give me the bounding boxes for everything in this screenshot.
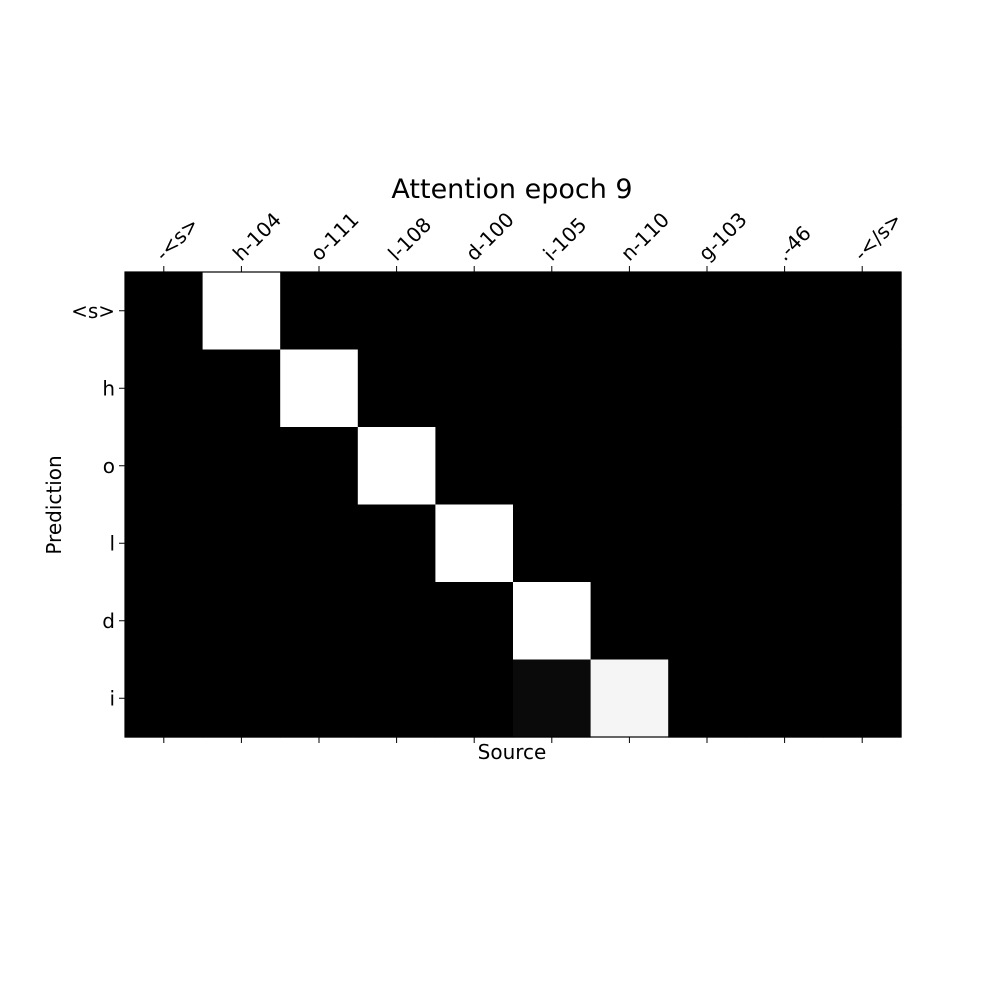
y-tick-label: o: [103, 454, 115, 478]
heatmap-cell-r0-c7: [668, 272, 747, 351]
x-tick-label: -</s>: [849, 208, 907, 266]
heatmap-cell-r0-c8: [745, 272, 824, 351]
heatmap-cell-r4-c6: [590, 582, 669, 661]
heatmap-cell-r1-c0: [125, 349, 204, 428]
heatmap-cell-r0-c0: [125, 272, 204, 351]
heatmap-cell-r5-c6: [590, 659, 669, 738]
heatmap-cell-r4-c7: [668, 582, 747, 661]
x-tick-label: o-111: [306, 208, 364, 266]
heatmap-cell-r2-c0: [125, 427, 204, 506]
heatmap-cell-r5-c3: [357, 659, 436, 738]
heatmap-cell-r4-c5: [513, 582, 592, 661]
heatmap-cell-r5-c2: [280, 659, 359, 738]
y-tick-label: h: [102, 376, 115, 400]
heatmap-cell-r3-c2: [280, 504, 359, 583]
x-tick-label: l-108: [383, 213, 436, 266]
heatmap-cell-r4-c2: [280, 582, 359, 661]
y-tick-label: <s>: [71, 299, 115, 323]
heatmap-cell-r0-c3: [357, 272, 436, 351]
heatmap-cell-r0-c1: [202, 272, 281, 351]
heatmap-cell-r3-c8: [745, 504, 824, 583]
heatmap-cell-r1-c3: [357, 349, 436, 428]
heatmap-cell-r2-c2: [280, 427, 359, 506]
heatmap-cell-r2-c3: [357, 427, 436, 506]
heatmap-cell-r1-c9: [823, 349, 902, 428]
heatmap-cell-r5-c1: [202, 659, 281, 738]
heatmap-cell-r5-c5: [513, 659, 592, 738]
heatmap-cell-r3-c3: [357, 504, 436, 583]
heatmap-cell-r2-c5: [513, 427, 592, 506]
heatmap-cell-r1-c8: [745, 349, 824, 428]
heatmap-cell-r4-c4: [435, 582, 514, 661]
y-tick-group: <s> h o l d i: [71, 299, 125, 710]
heatmap-cell-r0-c9: [823, 272, 902, 351]
heatmap-cell-r4-c1: [202, 582, 281, 661]
heatmap-cell-r5-c0: [125, 659, 204, 738]
x-tick-label: .-46: [771, 221, 816, 266]
heatmap-cell-r4-c3: [357, 582, 436, 661]
heatmap-cell-r2-c8: [745, 427, 824, 506]
y-tick-label: l: [109, 531, 115, 555]
heatmap-cell-r3-c5: [513, 504, 592, 583]
heatmap-cell-r4-c0: [125, 582, 204, 661]
heatmap-cell-r2-c1: [202, 427, 281, 506]
x-tick-label: d-100: [461, 207, 519, 265]
heatmap-cell-r4-c8: [745, 582, 824, 661]
heatmap-cell-r5-c8: [745, 659, 824, 738]
heatmap-cell-r1-c4: [435, 349, 514, 428]
heatmap-cell-r1-c1: [202, 349, 281, 428]
heatmap-cell-r0-c6: [590, 272, 669, 351]
y-axis-label: Prediction: [42, 455, 66, 554]
x-axis-label: Source: [478, 740, 547, 764]
heatmap-cell-r0-c5: [513, 272, 592, 351]
heatmap-cell-r1-c6: [590, 349, 669, 428]
plot-frame: [124, 271, 902, 738]
x-tick-label: g-103: [694, 207, 752, 265]
heatmap-cell-r3-c4: [435, 504, 514, 583]
heatmap-cell-r0-c4: [435, 272, 514, 351]
x-tick-label: n-110: [616, 207, 674, 265]
heatmap-cell-r2-c6: [590, 427, 669, 506]
heatmap-cell-r3-c7: [668, 504, 747, 583]
heatmap-cell-r2-c4: [435, 427, 514, 506]
heatmap-cell-r3-c0: [125, 504, 204, 583]
y-tick-label: i: [109, 686, 115, 710]
heatmap-cell-r1-c5: [513, 349, 592, 428]
heatmap-cell-r5-c9: [823, 659, 902, 738]
heatmap-cell-r1-c2: [280, 349, 359, 428]
x-tick-label: -<s>: [150, 212, 203, 265]
heatmap-cells: [125, 272, 902, 738]
heatmap-cell-r2-c9: [823, 427, 902, 506]
heatmap-cell-r2-c7: [668, 427, 747, 506]
heatmap-cell-r4-c9: [823, 582, 902, 661]
heatmap-cell-r5-c7: [668, 659, 747, 738]
heatmap-cell-r3-c1: [202, 504, 281, 583]
x-tick-label: h-104: [228, 207, 286, 265]
y-tick-label: d: [102, 609, 115, 633]
chart-title: Attention epoch 9: [391, 174, 632, 205]
heatmap-cell-r3-c9: [823, 504, 902, 583]
heatmap-cell-r1-c7: [668, 349, 747, 428]
heatmap-cell-r0-c2: [280, 272, 359, 351]
x-tick-label: i-105: [538, 213, 591, 266]
heatmap-cell-r5-c4: [435, 659, 514, 738]
heatmap-cell-r3-c6: [590, 504, 669, 583]
